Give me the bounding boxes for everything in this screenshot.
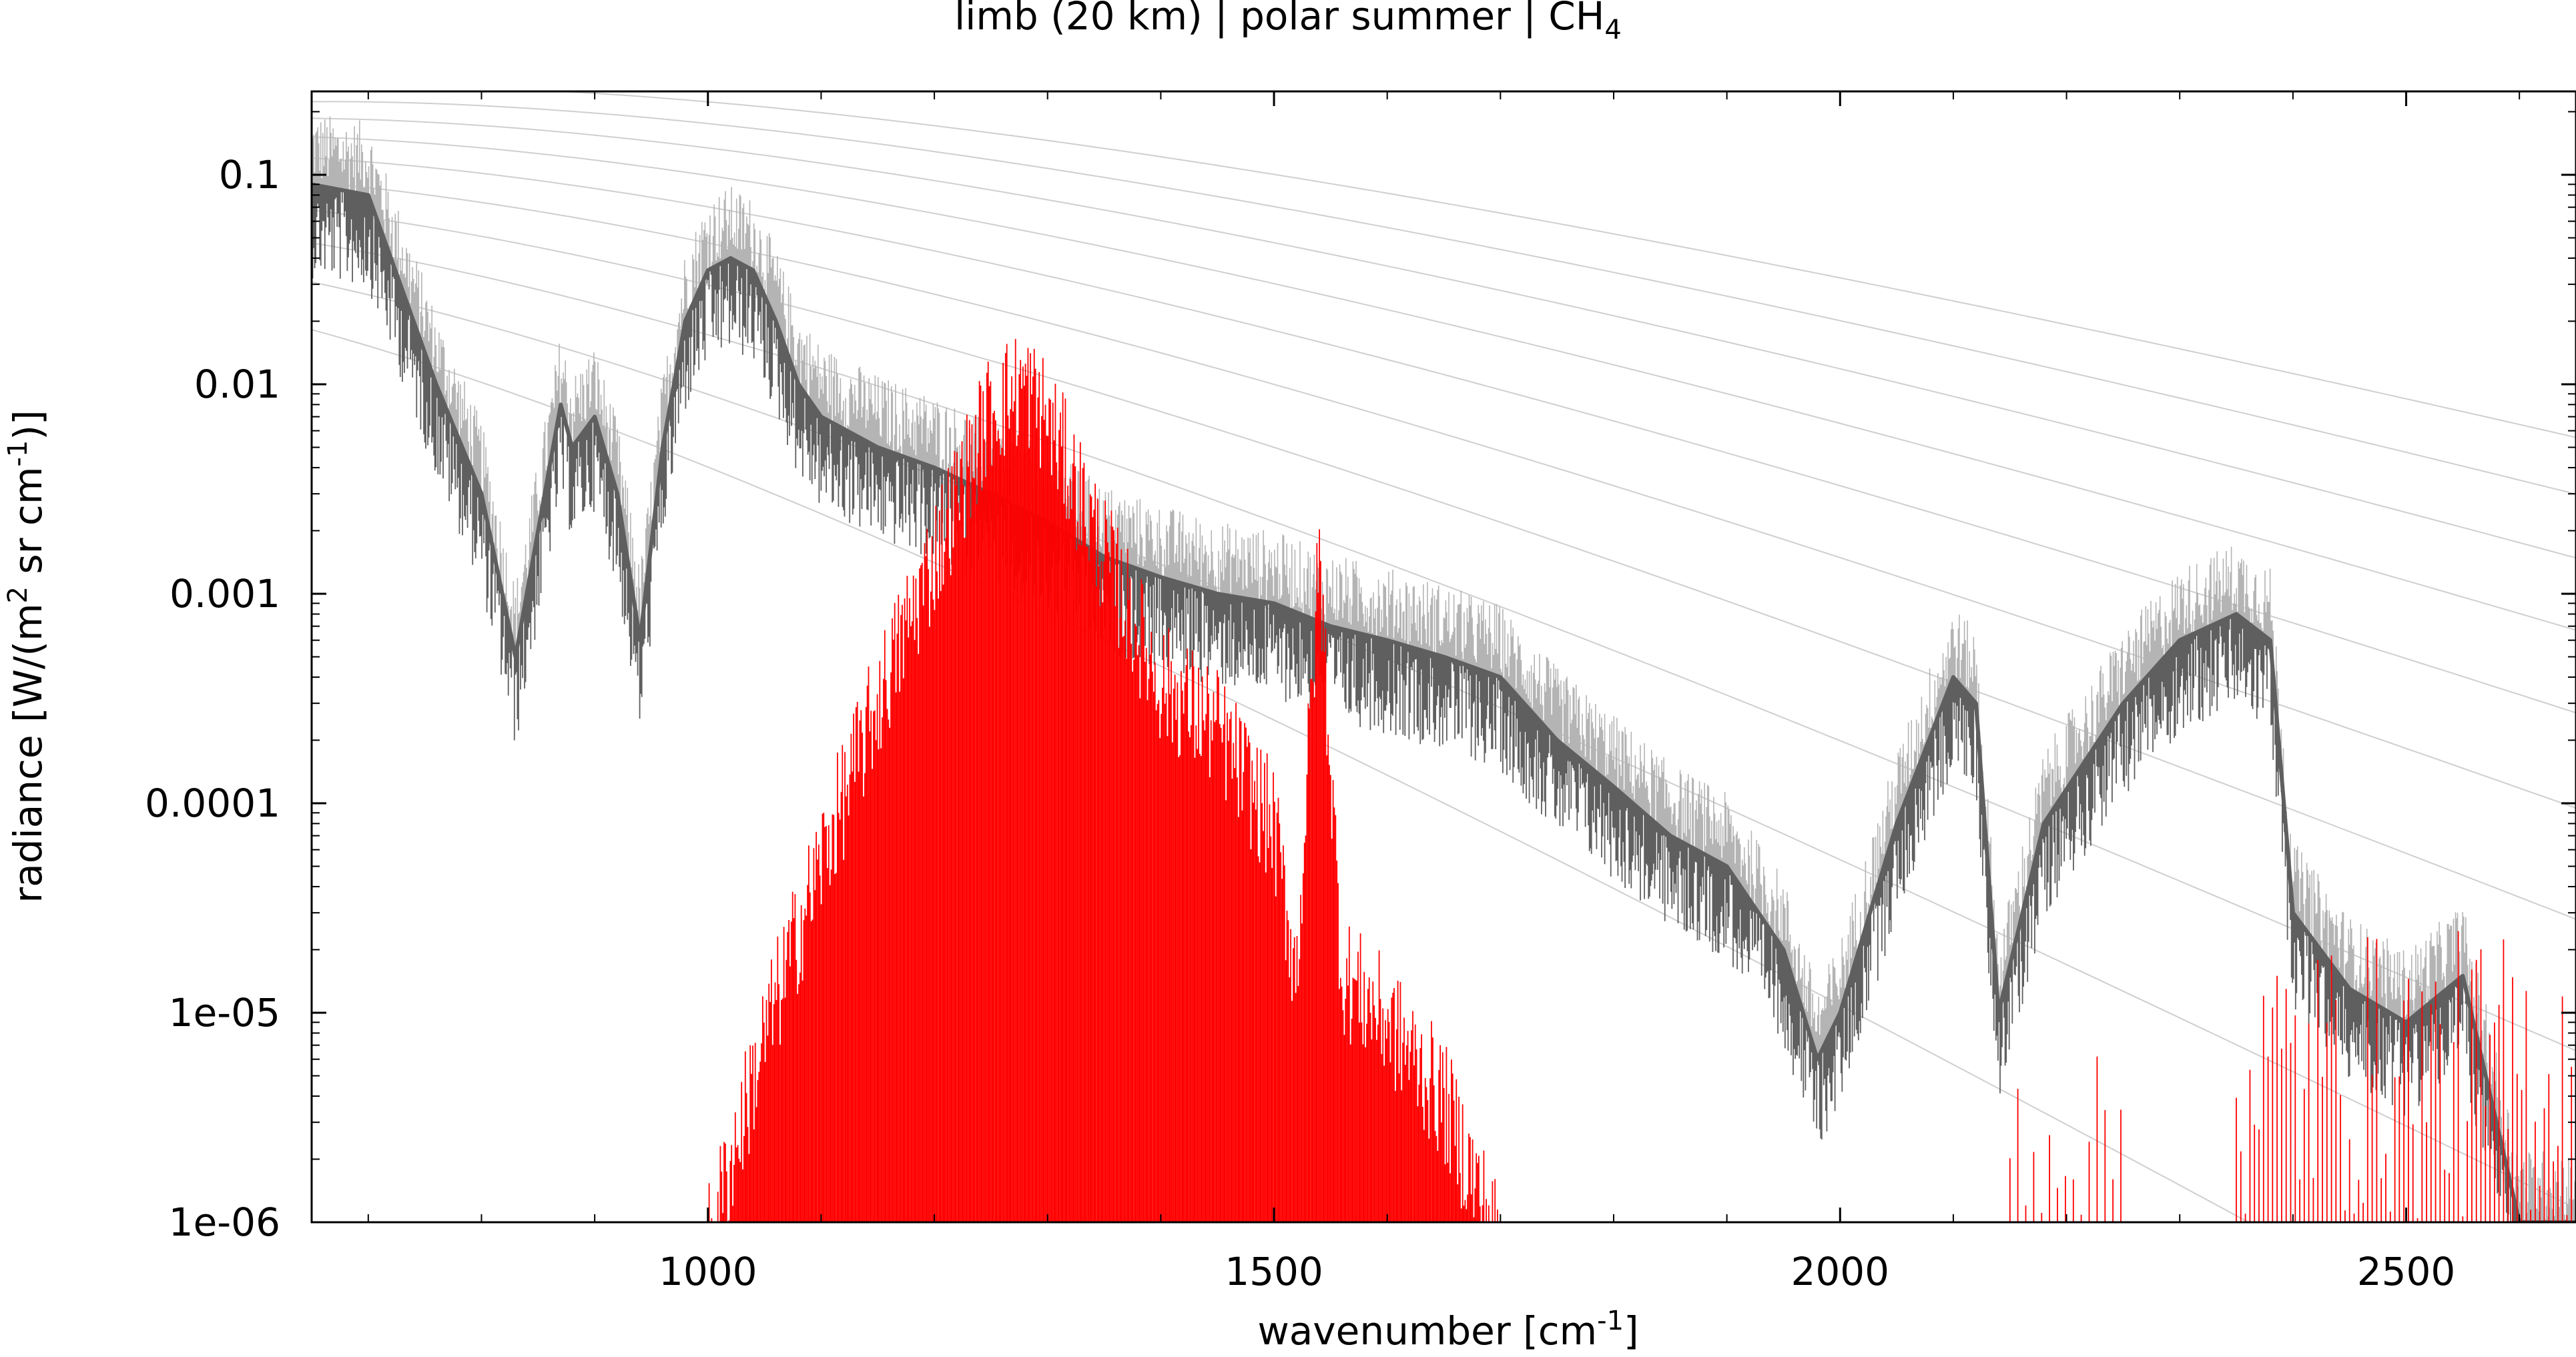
planck-curve-340k bbox=[312, 101, 2576, 495]
ch4-radiance-line bbox=[707, 339, 2576, 1222]
x-tick-label: 2000 bbox=[1791, 1249, 1889, 1294]
planck-curve-240k bbox=[312, 209, 2576, 920]
y-axis: 0.1 0.01 0.001 0.0001 1e-05 1e-06 bbox=[145, 111, 2576, 1245]
planck-curve-300k bbox=[312, 136, 2576, 631]
y-tick-label: 0.001 bbox=[170, 571, 280, 616]
planck-curve-320k bbox=[312, 117, 2576, 559]
y-tick-label: 0.1 bbox=[219, 152, 280, 197]
ch4-radiance-series bbox=[707, 339, 2576, 1222]
x-axis-label: wavenumber [cm-1] bbox=[1257, 1306, 1638, 1354]
planck-curve-180k bbox=[312, 329, 2250, 1222]
y-tick-label: 1e-05 bbox=[169, 990, 280, 1035]
x-tick-label: 2500 bbox=[2357, 1249, 2456, 1294]
x-tick-label: 1500 bbox=[1225, 1249, 1323, 1294]
chart-title: limb (20 km) | polar summer | CH4 bbox=[954, 0, 1622, 45]
x-axis: 1000 1500 2000 2500 bbox=[367, 91, 2521, 1294]
planck-curve-360k bbox=[548, 91, 2576, 438]
x-tick-label: 1000 bbox=[659, 1249, 757, 1294]
planck-curve-280k bbox=[312, 157, 2576, 714]
y-tick-label: 1e-06 bbox=[169, 1200, 280, 1245]
planck-curve-200k bbox=[312, 281, 2576, 1210]
y-tick-label: 0.0001 bbox=[145, 781, 280, 826]
y-axis-label: radiance [W/(m2 sr cm-1)] bbox=[3, 410, 51, 903]
y-tick-label: 0.01 bbox=[194, 362, 280, 407]
total-radiance-core bbox=[312, 182, 2576, 1222]
